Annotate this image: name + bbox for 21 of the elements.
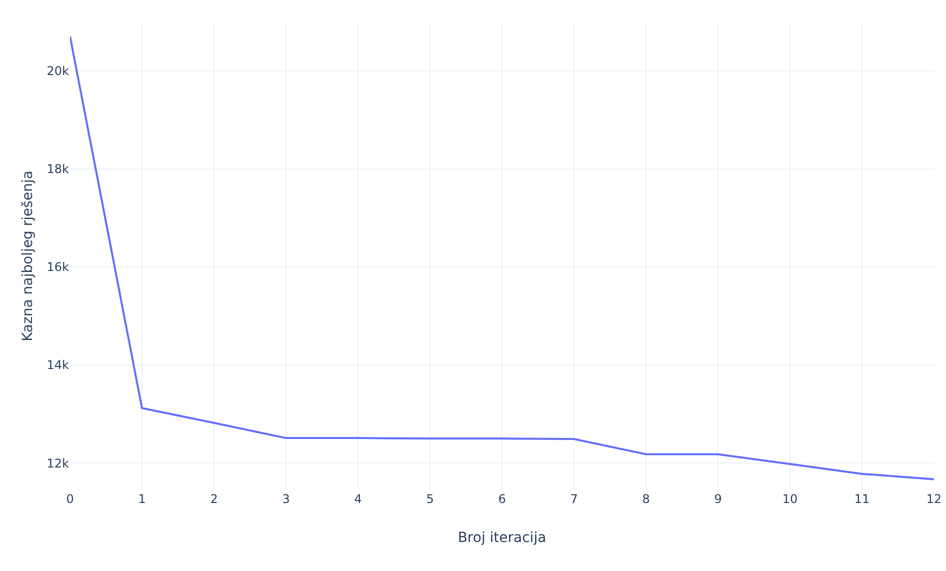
x-tick-label: 2 [210,492,218,506]
x-tick-label: 7 [570,492,578,506]
x-tick-label: 9 [714,492,722,506]
line-series [70,35,934,480]
x-tick-label: 11 [854,492,870,506]
y-tick-label: 16k [46,260,70,274]
x-axis-title: Broj iteracija [458,530,546,546]
y-tick-label: 14k [46,358,70,372]
y-tick-label: 20k [46,64,70,78]
x-tick-label: 0 [66,492,74,506]
x-tick-label: 4 [354,492,362,506]
x-tick-label: 5 [426,492,434,506]
x-tick-label: 8 [642,492,650,506]
x-tick-label: 6 [498,492,506,506]
y-tick-label: 12k [46,456,70,470]
x-tick-label: 3 [282,492,290,506]
x-tick-label: 1 [138,492,146,506]
x-tick-label: 12 [926,492,942,506]
y-tick-label: 18k [46,162,70,176]
x-tick-label: 10 [782,492,798,506]
y-axis-title: Kazna najboljeg rješenja [20,170,36,342]
